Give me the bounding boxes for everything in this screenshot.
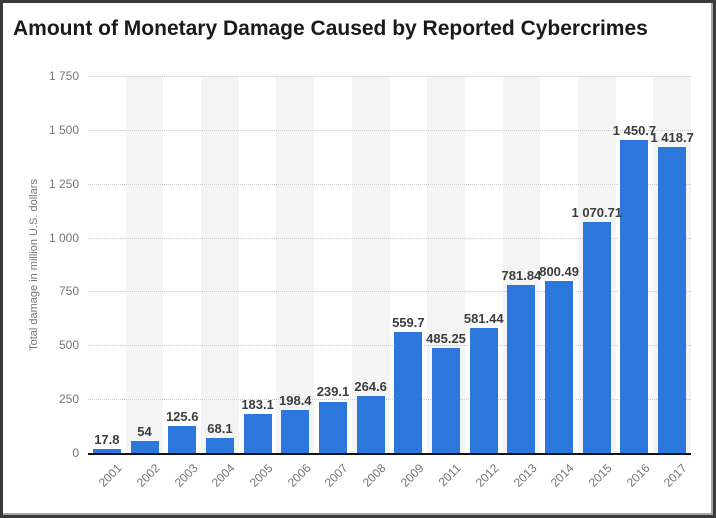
bar [356, 396, 385, 453]
x-tick-label: 2001 [95, 461, 125, 490]
y-tick-label: 1 750 [48, 69, 79, 83]
x-tick-label: 2015 [585, 461, 615, 490]
plot-area [88, 76, 691, 455]
bar-value-label: 800.49 [539, 263, 579, 279]
bar-value-label: 17.8 [94, 432, 120, 448]
y-axis-title: Total damage in million U.S. dollars [28, 179, 40, 351]
y-tick-label: 1 250 [48, 176, 79, 191]
x-tick-label: 2002 [133, 461, 163, 490]
bar [507, 284, 536, 453]
bar-value-label: 1 070.71 [571, 205, 623, 221]
bar [545, 280, 574, 453]
bar-value-label: 125.6 [165, 408, 199, 424]
bar-value-label: 239.1 [316, 384, 350, 400]
y-tick-label: 500 [58, 338, 79, 353]
y-tick-label: 250 [58, 392, 79, 407]
bar-value-label: 1 450.7 [612, 123, 657, 139]
chart-title: Amount of Monetary Damage Caused by Repo… [13, 17, 648, 40]
gridline [88, 183, 691, 185]
x-tick-label: 2006 [284, 461, 314, 490]
x-tick-label: 2014 [548, 461, 577, 490]
background-stripe [276, 76, 315, 453]
bar [281, 410, 310, 453]
bar-value-label: 781.84 [501, 267, 542, 283]
bar-value-label: 485.25 [426, 331, 466, 347]
x-tick-label: 2005 [246, 461, 276, 490]
bar-value-label: 1 418.7 [650, 130, 694, 146]
x-tick-label: 2011 [435, 461, 464, 490]
bar-value-label: 54 [137, 424, 152, 440]
background-stripe [201, 76, 239, 453]
bar-value-label: 183.1 [241, 396, 274, 412]
bar [92, 449, 121, 453]
bar [394, 332, 423, 453]
gridline [88, 237, 691, 239]
x-tick-label: 2003 [171, 461, 201, 490]
background-stripe [351, 76, 390, 453]
gridline [88, 291, 691, 293]
gridline [88, 345, 691, 347]
x-tick-label: 2012 [472, 461, 502, 490]
bar [469, 327, 498, 453]
x-tick-label: 2009 [397, 461, 427, 490]
background-stripe [125, 76, 164, 453]
gridline [88, 399, 691, 401]
bar [168, 425, 197, 453]
bar-value-label: 581.44 [463, 310, 504, 326]
y-tick-label: 0 [72, 446, 79, 460]
gridline [88, 129, 691, 131]
bar-value-label: 559.7 [392, 315, 425, 331]
bar [130, 441, 159, 453]
y-tick-label: 750 [58, 284, 79, 299]
gridline [88, 76, 691, 77]
x-tick-label: 2004 [209, 461, 238, 490]
x-tick-label: 2007 [322, 461, 351, 490]
bar [432, 348, 461, 453]
y-tick-label: 1 000 [48, 230, 79, 245]
bar [243, 413, 272, 453]
bar [658, 147, 687, 453]
bar [318, 401, 347, 453]
x-tick-label: 2013 [510, 461, 540, 490]
bar-value-label: 198.4 [279, 393, 312, 409]
bar-value-label: 264.6 [354, 378, 387, 394]
x-tick-label: 2008 [359, 461, 389, 490]
bar [620, 140, 649, 453]
bar-value-label: 68.1 [207, 421, 233, 437]
bar [205, 438, 234, 453]
x-tick-label: 2017 [661, 461, 691, 490]
y-tick-label: 1 500 [48, 122, 79, 137]
bar [582, 222, 611, 453]
x-tick-label: 2016 [623, 461, 653, 490]
